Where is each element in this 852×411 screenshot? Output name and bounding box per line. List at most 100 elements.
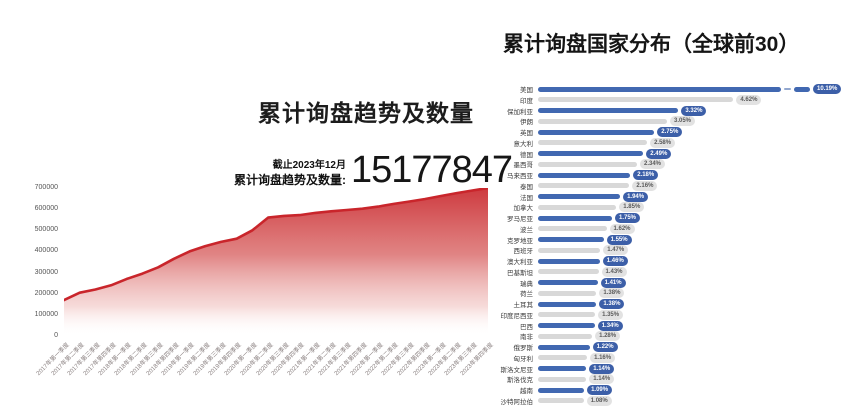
value-badge: 1.85% [619, 202, 645, 213]
y-tick-label: 300000 [34, 268, 58, 276]
country-label: 巴基斯坦 [507, 269, 533, 277]
bar-track: 1.94% [538, 191, 850, 202]
bar [538, 376, 587, 382]
country-label: 德国 [520, 151, 533, 159]
country-label: 加拿大 [513, 205, 534, 213]
trend-stat-labels: 截止2023年12月 累计询盘趋势及数量: [228, 159, 346, 190]
bar [538, 247, 601, 253]
bar [538, 301, 597, 307]
bar-track: 1.46% [538, 256, 850, 266]
axis-break-mark [784, 88, 791, 90]
bar-track: 1.38% [538, 288, 850, 299]
value-badge: 1.75% [615, 213, 641, 223]
bar-row: 巴西 1.34% [490, 320, 850, 331]
bar-row: 瑞典 1.41% [490, 277, 850, 288]
bar-row: 意大利 2.58% [490, 137, 850, 148]
bar-track: 1.47% [538, 245, 850, 256]
bar-track: 1.41% [538, 277, 850, 288]
value-badge: 1.94% [623, 191, 649, 202]
value-badge: 2.49% [646, 148, 672, 159]
value-badge: 2.58% [650, 137, 676, 148]
bar-row: 斯洛文尼亚 1.14% [490, 363, 850, 374]
y-tick-label: 200000 [34, 289, 58, 297]
bar-row: 英国 2.75% [490, 127, 850, 137]
bar [538, 97, 734, 103]
bar-row: 马来西亚 2.18% [490, 170, 850, 180]
value-badge: 2.18% [633, 170, 659, 180]
bar-track: 1.34% [538, 320, 850, 331]
country-label: 南非 [520, 334, 533, 342]
country-chart-title: 累计询盘国家分布（全球前30） [503, 33, 800, 56]
bar-track: 1.62% [538, 223, 850, 234]
bar-row: 沙特阿拉伯 1.08% [490, 395, 850, 406]
country-label: 意大利 [513, 140, 534, 148]
country-label: 泰国 [520, 183, 533, 191]
bar-stub [794, 86, 810, 92]
bar [538, 118, 667, 124]
country-label: 荷兰 [520, 291, 533, 299]
bar-track: 1.22% [538, 342, 850, 352]
bar [538, 226, 607, 232]
value-badge: 1.46% [602, 256, 628, 266]
bar-track: 3.05% [538, 116, 850, 127]
country-label: 俄罗斯 [513, 345, 534, 352]
bar [538, 366, 587, 371]
bar [538, 280, 598, 285]
y-tick-label: 500000 [34, 226, 58, 234]
bar-track: 1.75% [538, 213, 850, 223]
country-label: 克罗地亚 [507, 237, 533, 245]
bar-row: 伊朗 3.05% [490, 116, 850, 127]
value-badge: 1.47% [603, 245, 629, 256]
bar-track: 2.16% [538, 180, 850, 191]
bar-track: 1.35% [538, 309, 850, 320]
country-label: 斯洛文尼亚 [500, 366, 534, 374]
bar-track: 2.49% [538, 148, 850, 159]
bar [538, 355, 588, 361]
bar-row: 印度 4.62% [490, 94, 850, 105]
country-label: 印度 [520, 97, 533, 105]
bar [538, 333, 593, 339]
value-badge: 3.05% [670, 116, 696, 127]
value-badge: 1.38% [599, 288, 625, 299]
value-badge: 1.09% [587, 385, 613, 395]
bar [538, 86, 781, 92]
bar-row: 越南 1.09% [490, 385, 850, 395]
country-label: 波兰 [520, 226, 533, 234]
country-label: 瑞典 [520, 280, 533, 288]
bar-track: 2.34% [538, 159, 850, 170]
trend-line [64, 188, 488, 302]
bar-track: 2.58% [538, 137, 850, 148]
country-label: 土耳其 [513, 302, 534, 309]
country-label: 英国 [520, 130, 533, 137]
country-label: 匈牙利 [513, 355, 534, 363]
bar-row: 克罗地亚 1.55% [490, 234, 850, 245]
y-tick-label: 400000 [34, 247, 58, 255]
value-badge: 2.16% [632, 180, 658, 191]
stat-label: 累计询盘趋势及数量: [234, 173, 346, 187]
bar-row: 匈牙利 1.16% [490, 352, 850, 363]
bar-row: 巴基斯坦 1.43% [490, 266, 850, 277]
bar-row: 罗马尼亚 1.75% [490, 213, 850, 223]
country-label: 墨西哥 [513, 162, 534, 170]
bar-track: 1.09% [538, 385, 850, 395]
area-plot [64, 188, 488, 336]
bar-row: 南非 1.28% [490, 331, 850, 342]
bar [538, 290, 597, 296]
bar-row: 保加利亚 3.32% [490, 105, 850, 116]
country-label: 法国 [520, 194, 533, 202]
value-badge: 3.32% [681, 105, 707, 116]
value-badge: 2.34% [640, 159, 666, 170]
country-label: 马来西亚 [507, 173, 533, 180]
country-label: 澳大利亚 [507, 259, 533, 266]
trend-stat-block: 截止2023年12月 累计询盘趋势及数量: 15177847 [228, 150, 513, 190]
value-badge: 1.14% [589, 374, 615, 385]
bar-track: 1.85% [538, 202, 850, 213]
value-badge: 1.16% [590, 352, 616, 363]
bar-track: 2.18% [538, 170, 850, 180]
y-tick-label: 600000 [34, 205, 58, 213]
country-label: 西班牙 [513, 248, 534, 256]
bar-row: 斯洛伐克 1.14% [490, 374, 850, 385]
country-label: 罗马尼亚 [507, 216, 533, 223]
y-tick-label: 0 [54, 332, 58, 339]
